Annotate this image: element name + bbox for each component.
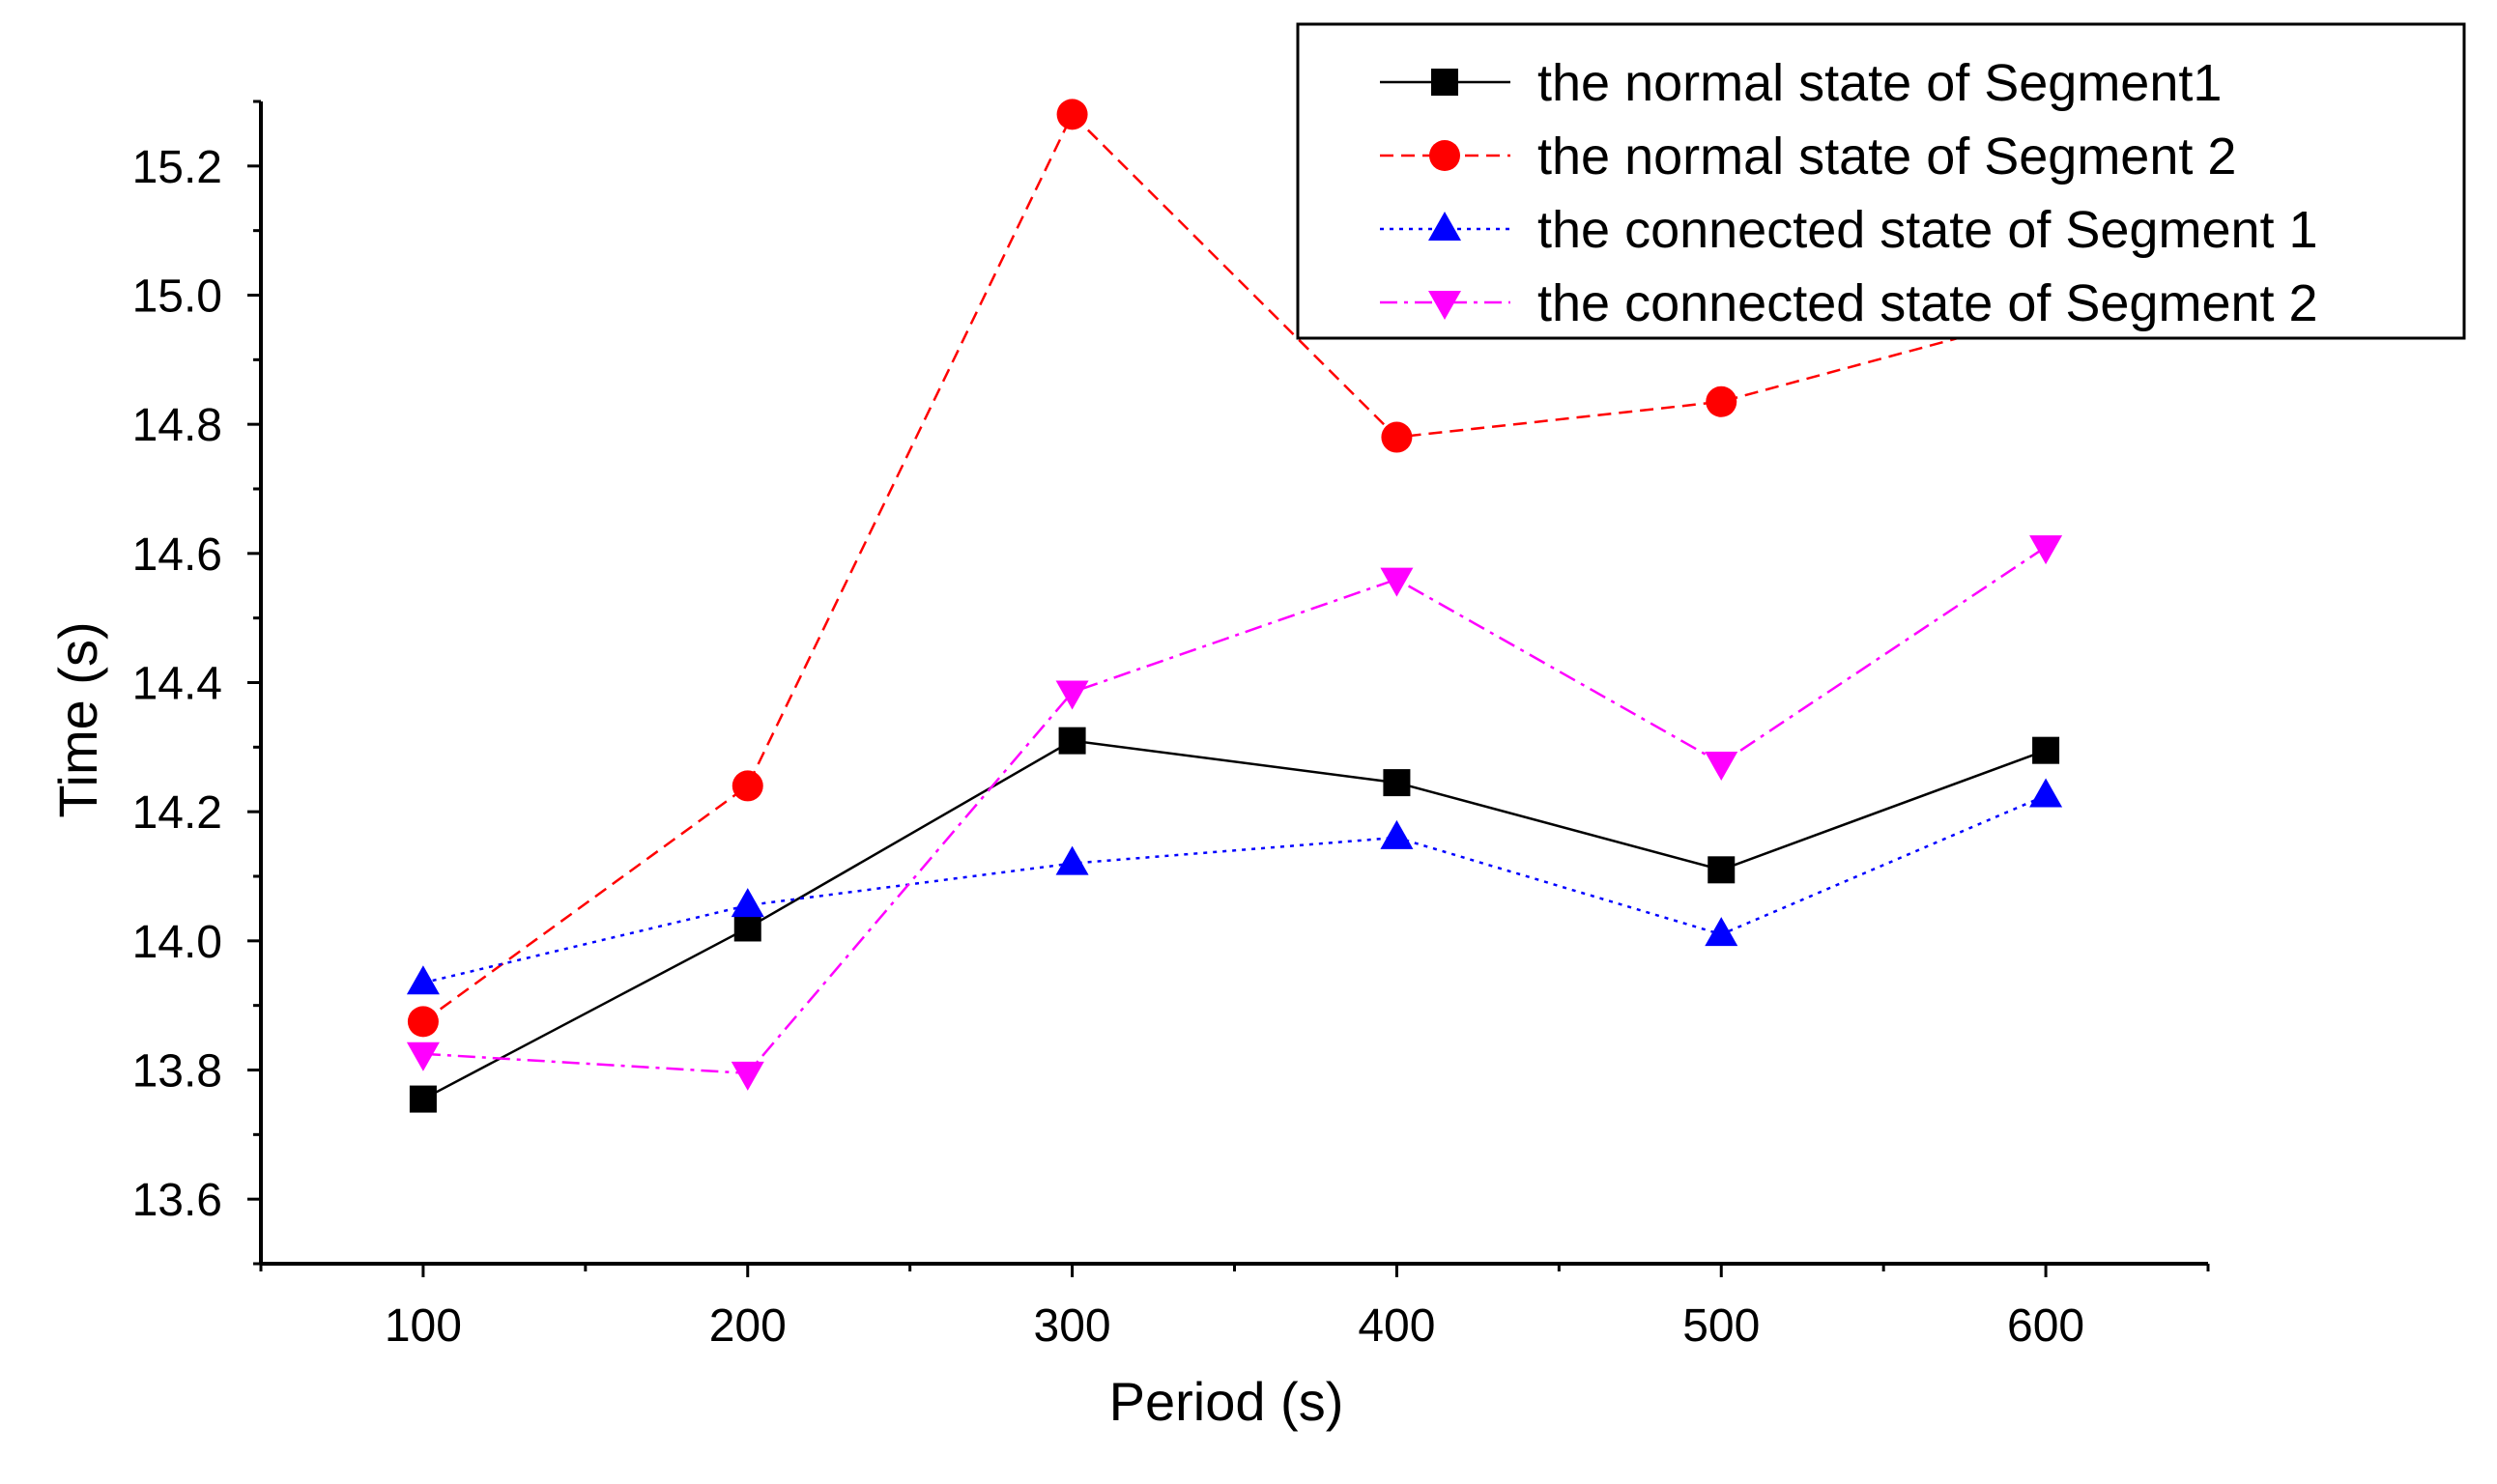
legend-item: the normal state of Segment1 [1380, 54, 2222, 112]
y-tick-label: 14.2 [132, 787, 222, 839]
data-point [2029, 535, 2063, 565]
y-tick-label: 14.8 [132, 400, 222, 451]
data-point [1705, 752, 1738, 782]
data-point [733, 914, 761, 942]
legend-item: the connected state of Segment 2 [1380, 274, 2318, 332]
legend-label: the normal state of Segment 2 [1537, 128, 2236, 186]
series-line [422, 112, 2047, 1023]
data-point [406, 1042, 440, 1071]
y-tick-label: 14.6 [132, 529, 222, 581]
y-tick-label: 13.6 [132, 1175, 222, 1226]
data-point [2029, 778, 2063, 808]
y-tick-label: 15.2 [132, 142, 222, 193]
series-4 [406, 535, 2063, 1091]
data-point [406, 965, 440, 995]
y-tick-label: 15.0 [132, 271, 222, 323]
data-point [1705, 917, 1738, 947]
legend-item: the normal state of Segment 2 [1380, 128, 2236, 186]
data-point [407, 1006, 439, 1038]
x-tick-label: 400 [1358, 1300, 1435, 1352]
data-point [1056, 99, 1088, 130]
data-point [731, 1061, 764, 1091]
legend-marker [1431, 69, 1458, 96]
legend-label: the connected state of Segment 1 [1537, 201, 2318, 259]
y-tick-label: 14.4 [132, 659, 222, 710]
x-tick-label: 500 [1682, 1300, 1760, 1352]
data-point [1380, 567, 1414, 597]
legend-label: the connected state of Segment 2 [1537, 274, 2318, 332]
legend-marker [1428, 291, 1461, 320]
data-point [1055, 845, 1089, 875]
x-tick-label: 100 [385, 1300, 462, 1352]
x-axis-label: Period (s) [1109, 1371, 1344, 1432]
data-point [1708, 856, 1736, 884]
data-point [1383, 769, 1411, 797]
x-tick-label: 600 [2007, 1300, 2084, 1352]
data-point [1706, 385, 1737, 417]
legend-item: the connected state of Segment 1 [1380, 201, 2318, 259]
series-line [422, 794, 2047, 985]
y-tick-label: 13.8 [132, 1046, 222, 1098]
series-line [422, 739, 2047, 1100]
legend-marker [1428, 212, 1461, 241]
data-point [1058, 727, 1086, 755]
legend-marker [1429, 140, 1460, 171]
data-point [1055, 680, 1089, 710]
x-tick-label: 200 [709, 1300, 787, 1352]
y-tick-label: 14.0 [132, 917, 222, 968]
data-point [732, 770, 763, 802]
series-1 [409, 727, 2060, 1113]
data-point [1380, 819, 1414, 849]
y-axis-label: Time (s) [47, 621, 108, 817]
data-point [409, 1085, 437, 1113]
series-3 [406, 778, 2063, 995]
data-point [731, 888, 764, 918]
data-point [2032, 736, 2060, 764]
x-tick-label: 300 [1034, 1300, 1111, 1352]
legend-box [1296, 22, 2466, 340]
data-point [1381, 421, 1413, 453]
legend-label: the normal state of Segment1 [1537, 54, 2222, 112]
series-line [422, 546, 2047, 1075]
